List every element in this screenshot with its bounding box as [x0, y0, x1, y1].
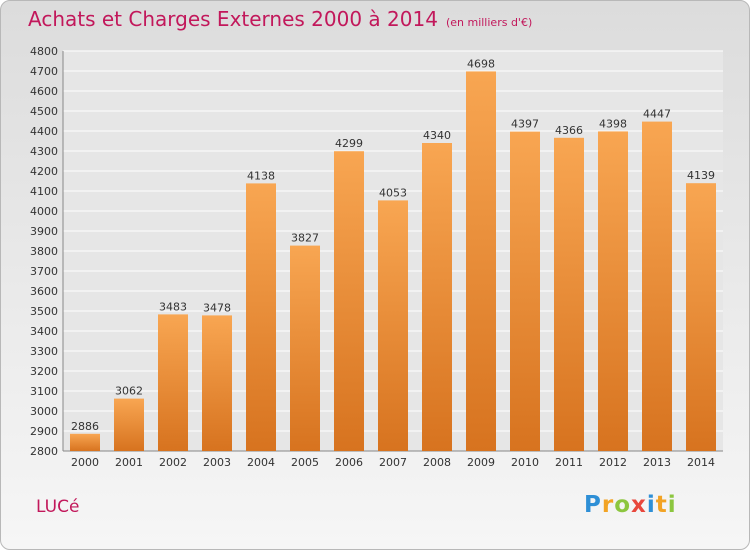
bar: [642, 121, 672, 451]
bar: [114, 398, 144, 451]
data-label: 4698: [467, 57, 495, 70]
bar: [554, 137, 584, 452]
x-tick-label: 2000: [71, 456, 99, 469]
y-tick-label: 4600: [30, 85, 58, 98]
y-tick-label: 4500: [30, 105, 58, 118]
y-tick-label: 4200: [30, 165, 58, 178]
data-label: 3827: [291, 232, 319, 245]
x-tick-label: 2012: [599, 456, 627, 469]
y-tick-label: 4100: [30, 185, 58, 198]
x-tick-label: 2005: [291, 456, 319, 469]
data-label: 4447: [643, 108, 671, 121]
title-text: Achats et Charges Externes 2000 à 2014: [28, 7, 438, 31]
bar: [510, 131, 540, 451]
x-tick-label: 2006: [335, 456, 363, 469]
x-tick-label: 2009: [467, 456, 495, 469]
bar: [422, 143, 452, 451]
x-tick-label: 2013: [643, 456, 671, 469]
bar: [246, 183, 276, 451]
y-tick-label: 2900: [30, 425, 58, 438]
x-tick-label: 2007: [379, 456, 407, 469]
y-tick-label: 3700: [30, 265, 58, 278]
data-label: 4397: [511, 118, 539, 131]
x-tick-label: 2008: [423, 456, 451, 469]
x-tick-label: 2002: [159, 456, 187, 469]
x-tick-label: 2010: [511, 456, 539, 469]
y-tick-label: 3200: [30, 365, 58, 378]
x-tick-label: 2011: [555, 456, 583, 469]
y-tick-label: 2800: [30, 445, 58, 458]
data-label: 4138: [247, 169, 275, 182]
y-tick-label: 4700: [30, 65, 58, 78]
y-tick-label: 3600: [30, 285, 58, 298]
data-label: 4340: [423, 129, 451, 142]
data-label: 4398: [599, 117, 627, 130]
bar: [70, 433, 100, 451]
logo-letter: x: [631, 492, 647, 518]
data-label: 3478: [203, 301, 231, 314]
y-tick-label: 3300: [30, 345, 58, 358]
y-tick-label: 4400: [30, 125, 58, 138]
y-tick-label: 3500: [30, 305, 58, 318]
data-label: 4366: [555, 124, 583, 137]
x-tick-label: 2004: [247, 456, 275, 469]
logo-letter: o: [614, 492, 632, 518]
y-tick-label: 4800: [30, 45, 58, 58]
bar: [378, 200, 408, 451]
bar: [598, 131, 628, 451]
data-label: 4299: [335, 137, 363, 150]
chart-title: Achats et Charges Externes 2000 à 2014 (e…: [28, 7, 532, 31]
data-label: 3062: [115, 385, 143, 398]
data-label: 2886: [71, 420, 99, 433]
x-tick-label: 2014: [687, 456, 715, 469]
x-tick-label: 2003: [203, 456, 231, 469]
plot-area: 2800 2900 3000 3100 3200 3300 3400 3500 3600 3700…: [30, 45, 723, 469]
y-tick-label: 4300: [30, 145, 58, 158]
chart-subtitle: (en milliers d'€): [445, 16, 533, 29]
logo-letter: i: [667, 492, 677, 518]
bar: [202, 315, 232, 451]
y-tick-label: 3000: [30, 405, 58, 418]
logo-letter: t: [655, 492, 668, 518]
proxiti-logo[interactable]: Proxiti: [584, 492, 677, 518]
data-label: 4139: [687, 169, 715, 182]
y-tick-label: 4000: [30, 205, 58, 218]
bar: [686, 183, 716, 451]
logo-letter: i: [646, 492, 656, 518]
y-tick-label: 3100: [30, 385, 58, 398]
logo-letter: r: [601, 492, 615, 518]
bar: [290, 245, 320, 451]
commune-name: LUCé: [36, 497, 80, 517]
y-tick-label: 3400: [30, 325, 58, 338]
data-label: 4053: [379, 186, 407, 199]
logo-letter: P: [584, 492, 602, 518]
x-tick-label: 2001: [115, 456, 143, 469]
data-label: 3483: [159, 300, 187, 313]
y-tick-label: 3800: [30, 245, 58, 258]
y-tick-label: 3900: [30, 225, 58, 238]
bar: [158, 314, 188, 451]
bar: [334, 151, 364, 451]
bar: [466, 71, 496, 452]
